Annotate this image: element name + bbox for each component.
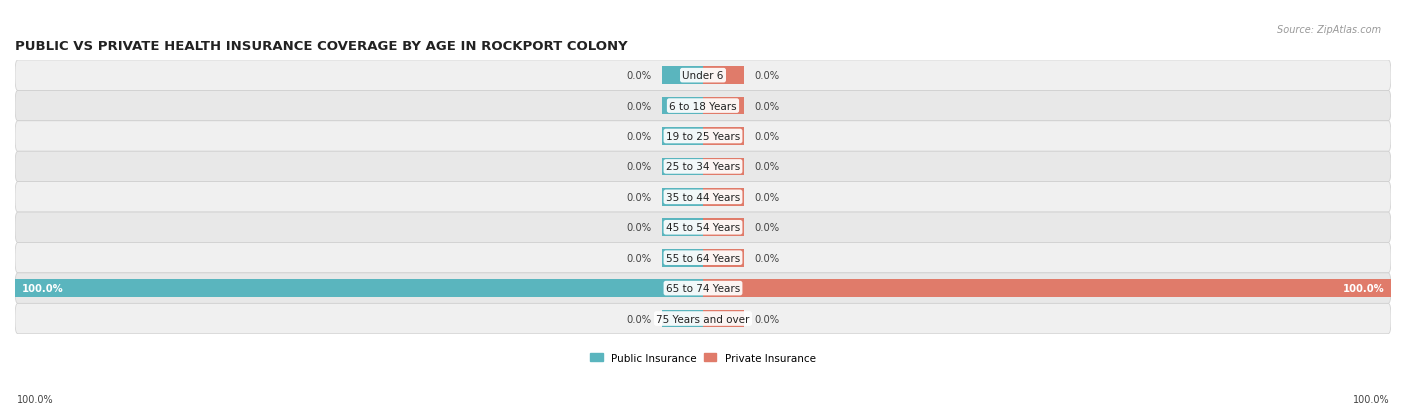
Bar <box>662 128 703 145</box>
Text: 0.0%: 0.0% <box>755 253 780 263</box>
FancyBboxPatch shape <box>15 213 1391 243</box>
Text: 35 to 44 Years: 35 to 44 Years <box>666 192 740 202</box>
Text: 19 to 25 Years: 19 to 25 Years <box>666 132 740 142</box>
Text: 6 to 18 Years: 6 to 18 Years <box>669 101 737 112</box>
Bar <box>703 158 744 176</box>
Bar <box>662 310 703 328</box>
Bar <box>662 189 703 206</box>
Text: 100.0%: 100.0% <box>22 283 63 293</box>
Bar <box>703 67 744 85</box>
FancyBboxPatch shape <box>15 91 1391 121</box>
Bar <box>703 97 744 115</box>
Text: 0.0%: 0.0% <box>755 223 780 233</box>
FancyBboxPatch shape <box>15 243 1391 273</box>
Text: 100.0%: 100.0% <box>1343 283 1384 293</box>
Legend: Public Insurance, Private Insurance: Public Insurance, Private Insurance <box>586 349 820 367</box>
Bar <box>703 249 744 267</box>
Bar <box>662 249 703 267</box>
Text: 25 to 34 Years: 25 to 34 Years <box>666 162 740 172</box>
Text: 55 to 64 Years: 55 to 64 Years <box>666 253 740 263</box>
Text: 0.0%: 0.0% <box>626 162 651 172</box>
Text: Source: ZipAtlas.com: Source: ZipAtlas.com <box>1277 25 1381 35</box>
Text: 0.0%: 0.0% <box>755 314 780 324</box>
Text: 0.0%: 0.0% <box>755 71 780 81</box>
FancyBboxPatch shape <box>15 61 1391 91</box>
Text: 0.0%: 0.0% <box>626 71 651 81</box>
Text: 0.0%: 0.0% <box>755 192 780 202</box>
Bar <box>662 219 703 237</box>
Text: 45 to 54 Years: 45 to 54 Years <box>666 223 740 233</box>
FancyBboxPatch shape <box>15 304 1391 334</box>
Text: 0.0%: 0.0% <box>755 132 780 142</box>
FancyBboxPatch shape <box>15 273 1391 304</box>
Bar <box>15 280 703 297</box>
FancyBboxPatch shape <box>15 152 1391 182</box>
Bar <box>703 219 744 237</box>
Text: 65 to 74 Years: 65 to 74 Years <box>666 283 740 293</box>
Bar <box>703 280 1391 297</box>
Bar <box>703 310 744 328</box>
Bar <box>703 189 744 206</box>
Text: Under 6: Under 6 <box>682 71 724 81</box>
Text: 0.0%: 0.0% <box>626 132 651 142</box>
Text: 0.0%: 0.0% <box>626 101 651 112</box>
Text: 0.0%: 0.0% <box>755 162 780 172</box>
Text: 0.0%: 0.0% <box>626 223 651 233</box>
Text: PUBLIC VS PRIVATE HEALTH INSURANCE COVERAGE BY AGE IN ROCKPORT COLONY: PUBLIC VS PRIVATE HEALTH INSURANCE COVER… <box>15 40 627 53</box>
Text: 100.0%: 100.0% <box>1353 394 1389 404</box>
Bar <box>662 67 703 85</box>
Bar <box>662 158 703 176</box>
Bar <box>703 128 744 145</box>
Text: 0.0%: 0.0% <box>755 101 780 112</box>
Text: 0.0%: 0.0% <box>626 253 651 263</box>
Text: 0.0%: 0.0% <box>626 314 651 324</box>
FancyBboxPatch shape <box>15 121 1391 152</box>
Text: 0.0%: 0.0% <box>626 192 651 202</box>
Bar <box>662 97 703 115</box>
Text: 100.0%: 100.0% <box>17 394 53 404</box>
FancyBboxPatch shape <box>15 182 1391 213</box>
Text: 75 Years and over: 75 Years and over <box>657 314 749 324</box>
